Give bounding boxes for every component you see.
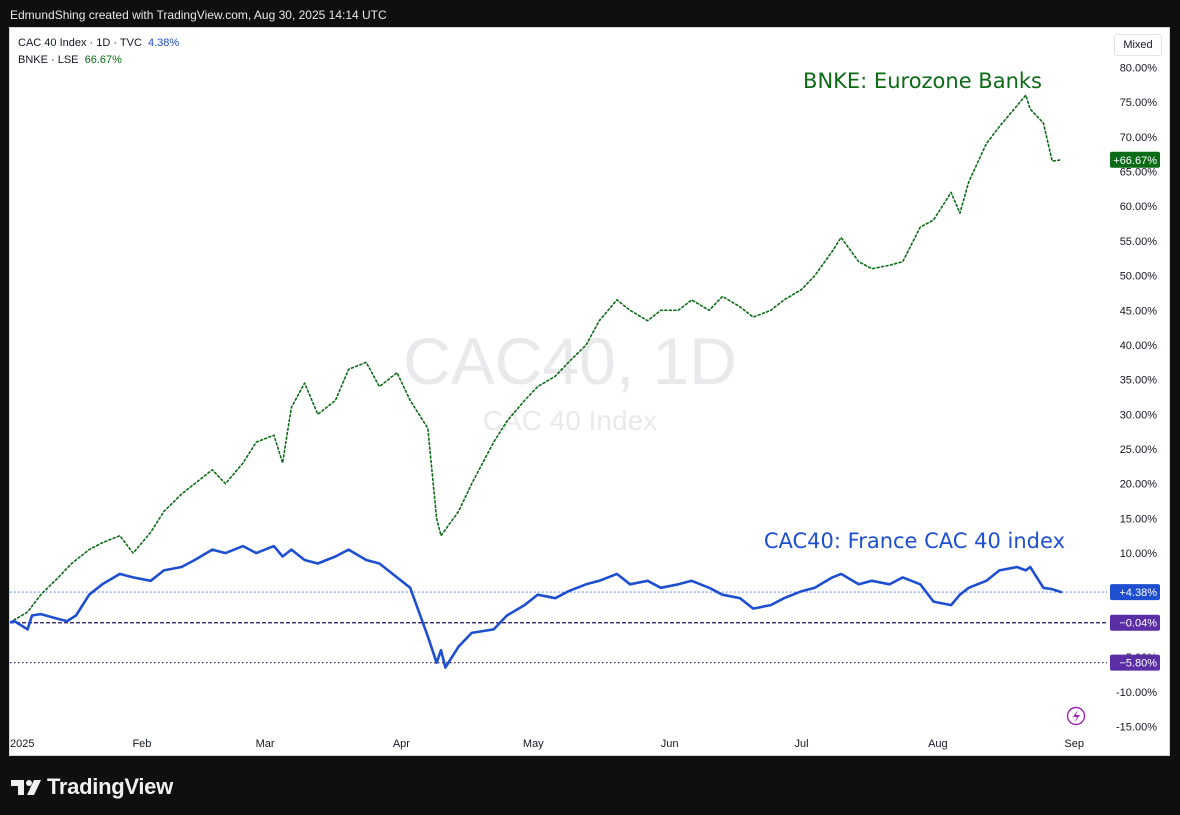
chart-panel[interactable]: CAC40, 1D CAC 40 Index BNKE: Eurozone Bank… <box>9 27 1170 756</box>
cac-value-badge: +4.38% <box>1110 584 1160 601</box>
x-tick-label: 2025 <box>10 738 34 750</box>
x-tick-label: Jul <box>795 738 809 750</box>
y-tick-label: 30.00% <box>1120 409 1158 421</box>
badge-label: +66.67% <box>1113 155 1157 167</box>
bnke-value-badge: +66.67% <box>1110 151 1160 168</box>
attribution-header: EdmundShing created with TradingView.com… <box>10 8 387 22</box>
footer-logo[interactable]: TradingView <box>11 774 173 800</box>
lightning-circle <box>1066 706 1086 726</box>
legend-row-bnke[interactable]: BNKE · LSE 66.67% <box>18 52 179 69</box>
y-tick-label: 50.00% <box>1120 271 1158 283</box>
y-tick-label: 25.00% <box>1120 444 1158 456</box>
low-value-badge: −5.80% <box>1110 654 1160 671</box>
legend-bnke-value: 66.67% <box>84 54 122 66</box>
scale-mode-button[interactable]: Mixed <box>1114 34 1162 56</box>
x-tick-label: Apr <box>393 738 410 750</box>
y-tick-label: 20.00% <box>1120 479 1158 491</box>
y-tick-label: 60.00% <box>1120 201 1158 213</box>
series-line-1 <box>10 544 1063 669</box>
series-line-0 <box>10 94 1062 624</box>
legend-cac-value: 4.38% <box>147 37 180 49</box>
badge-label: −5.80% <box>1119 658 1157 670</box>
watermark-description: CAC 40 Index <box>483 405 657 436</box>
y-tick-label: 65.00% <box>1120 167 1158 179</box>
y-tick-label: 45.00% <box>1120 305 1158 317</box>
legend-row-cac[interactable]: CAC 40 Index · 1D · TVC 4.38% <box>18 35 179 52</box>
tradingview-logo-icon <box>11 780 41 795</box>
x-tick-label: Jun <box>661 738 679 750</box>
badge-label: −0.04% <box>1119 618 1157 630</box>
y-tick-label: 40.00% <box>1120 340 1158 352</box>
badge-bg <box>1110 654 1160 671</box>
badge-label: +4.38% <box>1119 587 1157 599</box>
x-tick-label: May <box>523 738 544 750</box>
series-annotation-0: BNKE: Eurozone Banks <box>803 69 1042 93</box>
baseline-value-badge: −0.04% <box>1110 614 1160 631</box>
series-annotation-1: CAC40: France CAC 40 index <box>764 529 1065 553</box>
legend: CAC 40 Index · 1D · TVC 4.38% BNKE · LSE… <box>18 35 179 69</box>
x-tick-label: Feb <box>132 738 151 750</box>
lightning-bolt <box>1073 710 1080 723</box>
y-tick-label: -15.00% <box>1116 722 1157 734</box>
badge-bg <box>1110 584 1160 601</box>
x-tick-label: Sep <box>1064 738 1084 750</box>
y-tick-label: 35.00% <box>1120 375 1158 387</box>
y-tick-label: -10.00% <box>1116 687 1157 699</box>
badge-bg <box>1110 614 1160 631</box>
legend-cac-label: CAC 40 Index · 1D · TVC <box>18 37 142 49</box>
x-tick-label: Mar <box>256 738 275 750</box>
y-tick-label: 75.00% <box>1120 97 1158 109</box>
y-tick-label: 70.00% <box>1120 132 1158 144</box>
y-tick-label: 55.00% <box>1120 236 1158 248</box>
y-tick-label: 80.00% <box>1120 63 1158 75</box>
badge-bg <box>1110 151 1160 168</box>
x-tick-label: Aug <box>928 738 948 750</box>
y-tick-label: 15.00% <box>1120 513 1158 525</box>
footer-brand: TradingView <box>47 774 173 799</box>
y-tick-label: 10.00% <box>1120 548 1158 560</box>
lightning-icon <box>1066 706 1086 726</box>
legend-bnke-label: BNKE · LSE <box>18 54 79 66</box>
